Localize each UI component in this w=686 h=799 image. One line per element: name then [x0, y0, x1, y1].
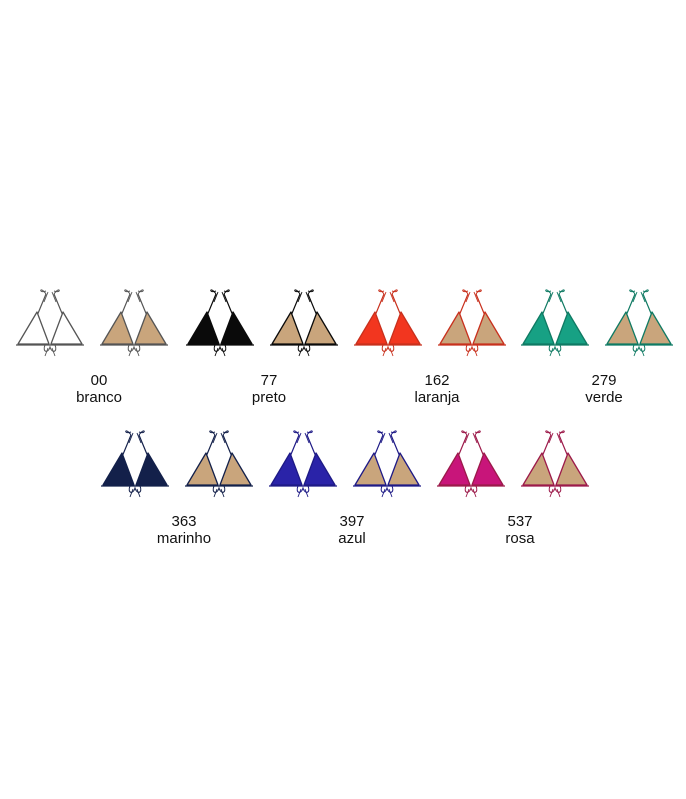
bikini-pair: [353, 282, 521, 360]
color-name: marinho: [156, 530, 212, 547]
swatch-279[interactable]: 279 verde: [520, 282, 686, 422]
swatch-caption: 363 marinho: [100, 513, 268, 547]
bikini-front-icon: [16, 289, 84, 357]
color-name: preto: [251, 389, 287, 406]
color-name: azul: [338, 530, 366, 547]
bikini-pair: [15, 282, 183, 360]
color-name: verde: [585, 389, 623, 406]
bikini-front-icon: [437, 430, 505, 498]
bikini-pair: [268, 423, 436, 501]
color-code: 279: [591, 372, 617, 389]
bikini-pair: [100, 423, 268, 501]
color-name: laranja: [414, 389, 460, 406]
swatch-537[interactable]: 537 rosa: [436, 423, 604, 563]
bikini-back-icon: [100, 289, 168, 357]
swatch-00[interactable]: 00 branco: [15, 282, 183, 422]
color-code: 00: [90, 372, 108, 389]
bikini-front-icon: [354, 289, 422, 357]
swatch-77[interactable]: 77 preto: [185, 282, 353, 422]
bikini-front-icon: [101, 430, 169, 498]
bikini-back-icon: [353, 430, 421, 498]
bikini-pair: [185, 282, 353, 360]
swatch-caption: 279 verde: [520, 372, 686, 406]
swatch-caption: 00 branco: [15, 372, 183, 406]
swatch-caption: 537 rosa: [436, 513, 604, 547]
color-name: rosa: [505, 530, 535, 547]
bikini-back-icon: [521, 430, 589, 498]
bikini-pair: [436, 423, 604, 501]
swatch-162[interactable]: 162 laranja: [353, 282, 521, 422]
color-code: 397: [339, 513, 365, 530]
swatch-397[interactable]: 397 azul: [268, 423, 436, 563]
swatch-363[interactable]: 363 marinho: [100, 423, 268, 563]
bikini-back-icon: [438, 289, 506, 357]
color-code: 162: [424, 372, 450, 389]
color-code: 77: [260, 372, 278, 389]
bikini-back-icon: [270, 289, 338, 357]
swatch-caption: 162 laranja: [353, 372, 521, 406]
color-code: 537: [507, 513, 533, 530]
swatch-caption: 397 azul: [268, 513, 436, 547]
swatch-caption: 77 preto: [185, 372, 353, 406]
bikini-back-icon: [185, 430, 253, 498]
color-code: 363: [171, 513, 197, 530]
bikini-front-icon: [269, 430, 337, 498]
bikini-pair: [520, 282, 686, 360]
bikini-back-icon: [605, 289, 673, 357]
bikini-front-icon: [186, 289, 254, 357]
bikini-front-icon: [521, 289, 589, 357]
color-name: branco: [76, 389, 122, 406]
